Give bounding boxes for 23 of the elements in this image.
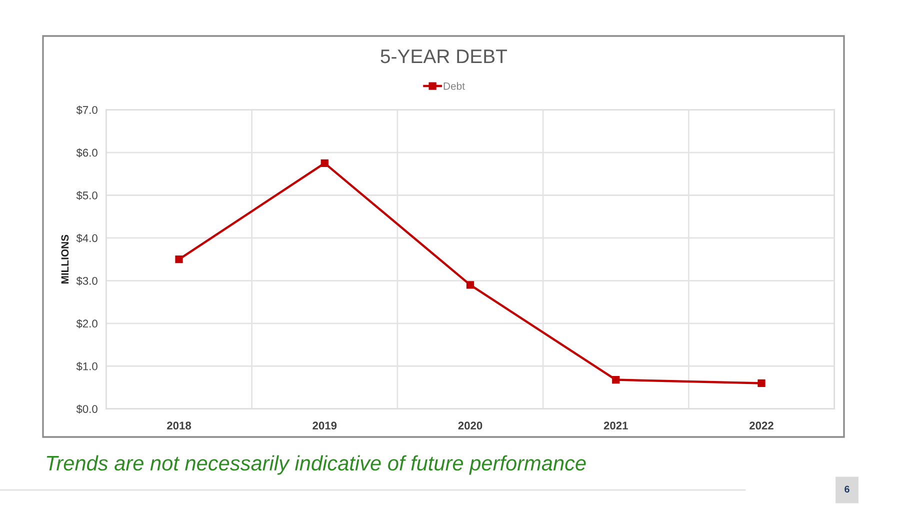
point xyxy=(758,379,766,388)
y-tick-label: $0.0 xyxy=(76,404,98,414)
chart-title: 5-YEAR DEBT xyxy=(380,50,508,64)
x-tick-label: 2020 xyxy=(458,422,482,430)
point xyxy=(612,376,620,384)
x-tick-label: 2018 xyxy=(167,422,192,430)
text: Trends are not necessarily indicative of future performance xyxy=(46,455,586,475)
x-tick-label: 2022 xyxy=(750,422,774,430)
point xyxy=(466,281,474,289)
x-tick-label: 2021 xyxy=(604,422,628,430)
y-tick-label: $5.0 xyxy=(76,191,98,200)
point xyxy=(175,256,183,264)
y-tick-label: $4.0 xyxy=(76,234,98,243)
text: 6 xyxy=(844,486,850,493)
point xyxy=(320,159,328,168)
y-tick-label: $3.0 xyxy=(76,276,98,286)
y-tick-label: $6.0 xyxy=(76,148,98,158)
y-tick-label: $2.0 xyxy=(76,319,98,328)
legend-label: Debt xyxy=(444,82,465,90)
x-tick-label: 2019 xyxy=(312,422,337,430)
y-axis-title: MILLIONS xyxy=(61,234,69,284)
y-tick-label: $1.0 xyxy=(76,362,98,371)
y-tick-label: $7.0 xyxy=(76,106,98,115)
